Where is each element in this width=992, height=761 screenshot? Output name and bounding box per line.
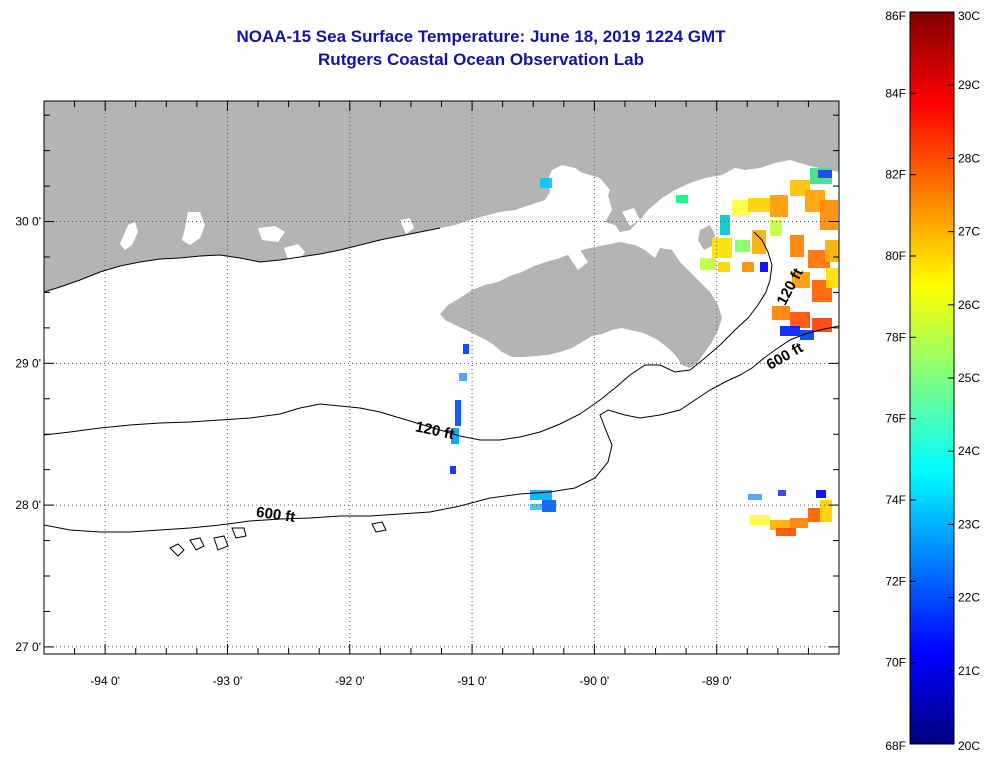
sst-patch — [542, 500, 556, 512]
sst-patch — [676, 195, 688, 203]
colorbar-c-label-5: 25C — [958, 371, 980, 385]
axis-ticks — [43, 101, 839, 654]
colorbar-c-label-7: 23C — [958, 517, 980, 531]
lon-label-1: -93 0' — [213, 674, 243, 688]
sst-patch — [450, 466, 456, 474]
colorbar-c-label-2: 28C — [958, 151, 980, 165]
lon-label-2: -92 0' — [335, 674, 365, 688]
axis-labels: -94 0' -93 0' -92 0' -91 0' -90 0' -89 0' 30 0… — [15, 215, 731, 688]
sst-patch — [790, 235, 804, 257]
colorbar-f-label-7: 72F — [885, 574, 906, 588]
sst-patch — [530, 504, 542, 510]
lon-label-4: -90 0' — [580, 674, 610, 688]
colorbar-c-label-6: 24C — [958, 444, 980, 458]
sst-patch — [742, 262, 754, 272]
sst-patch — [790, 312, 810, 328]
sst-patch — [750, 515, 770, 525]
sst-patch — [752, 230, 766, 254]
sst-patch — [816, 490, 826, 498]
colorbar-labels: 86F 84F 82F 80F 78F 76F 74F 72F 70F 68F 30C 29C 28C 2… — [885, 9, 980, 753]
sst-patch — [770, 220, 782, 236]
colorbar-f-label-8: 70F — [885, 656, 906, 670]
lon-label-3: -91 0' — [457, 674, 487, 688]
sst-patch — [463, 344, 469, 354]
sst-patch — [808, 508, 822, 522]
lon-label-0: -94 0' — [90, 674, 120, 688]
colorbar-c-label-8: 22C — [958, 591, 980, 605]
sst-patch — [778, 490, 786, 496]
sst-patch — [748, 494, 762, 500]
colorbar-c-label-0: 30C — [958, 9, 980, 23]
sst-patch — [459, 373, 467, 381]
colorbar-f-label-1: 84F — [885, 86, 906, 100]
sst-patch — [720, 215, 730, 235]
colorbar-f-label-6: 74F — [885, 493, 906, 507]
sst-patch — [718, 262, 730, 272]
lat-label-3: 27 0' — [15, 640, 41, 654]
colorbar-f-label-0: 86F — [885, 9, 906, 23]
depth-contours — [44, 231, 839, 557]
coastline — [44, 227, 441, 293]
sst-patch — [790, 518, 808, 528]
sst-patch — [818, 170, 832, 178]
contour-label-600ft-mid: 600 ft — [255, 504, 296, 526]
colorbar-c-label-4: 26C — [958, 298, 980, 312]
sst-patch — [455, 400, 461, 426]
sst-patch — [735, 240, 750, 252]
coastline-land — [44, 101, 839, 368]
colorbar-f-label-9: 68F — [885, 739, 906, 753]
lat-label-2: 28 0' — [15, 498, 41, 512]
colorbar-c-label-9: 21C — [958, 664, 980, 678]
colorbar-f-label-2: 82F — [885, 168, 906, 182]
sst-patch — [748, 198, 770, 212]
colorbar-f-label-5: 76F — [885, 412, 906, 426]
map-title: NOAA-15 Sea Surface Temperature: June 18… — [236, 27, 726, 46]
contour-600ft-island — [169, 521, 387, 557]
sst-patch — [530, 490, 552, 500]
colorbar-c-label-3: 27C — [958, 225, 980, 239]
sst-patch — [770, 520, 790, 530]
sst-patch — [808, 250, 830, 268]
sst-patch — [760, 262, 768, 272]
sst-patch — [451, 428, 459, 444]
sst-patch — [800, 330, 814, 340]
map-subtitle: Rutgers Coastal Ocean Observation Lab — [318, 50, 644, 69]
land-mass — [44, 101, 839, 368]
lon-label-5: -89 0' — [702, 674, 732, 688]
sst-patch — [732, 200, 750, 216]
grid-lines — [44, 101, 839, 654]
sst-patch — [776, 528, 796, 536]
sst-patch — [780, 326, 800, 336]
sst-data-patches — [450, 168, 839, 536]
sst-patch — [772, 306, 790, 320]
lat-label-1: 29 0' — [15, 356, 41, 370]
colorbar-gradient — [909, 11, 955, 745]
contour-120ft-line — [44, 231, 773, 441]
contour-600ft-line — [44, 325, 839, 533]
lat-label-0: 30 0' — [15, 215, 41, 229]
sst-patch — [770, 195, 788, 217]
sst-patch — [820, 200, 838, 230]
sst-patch — [540, 178, 552, 188]
colorbar-f-label-3: 80F — [885, 249, 906, 263]
colorbar-c-label-10: 20C — [958, 739, 980, 753]
sst-patch — [792, 272, 810, 288]
colorbar-c-label-1: 29C — [958, 78, 980, 92]
sst-patch — [700, 258, 716, 270]
colorbar-f-label-4: 78F — [885, 330, 906, 344]
sst-patch — [826, 268, 838, 288]
